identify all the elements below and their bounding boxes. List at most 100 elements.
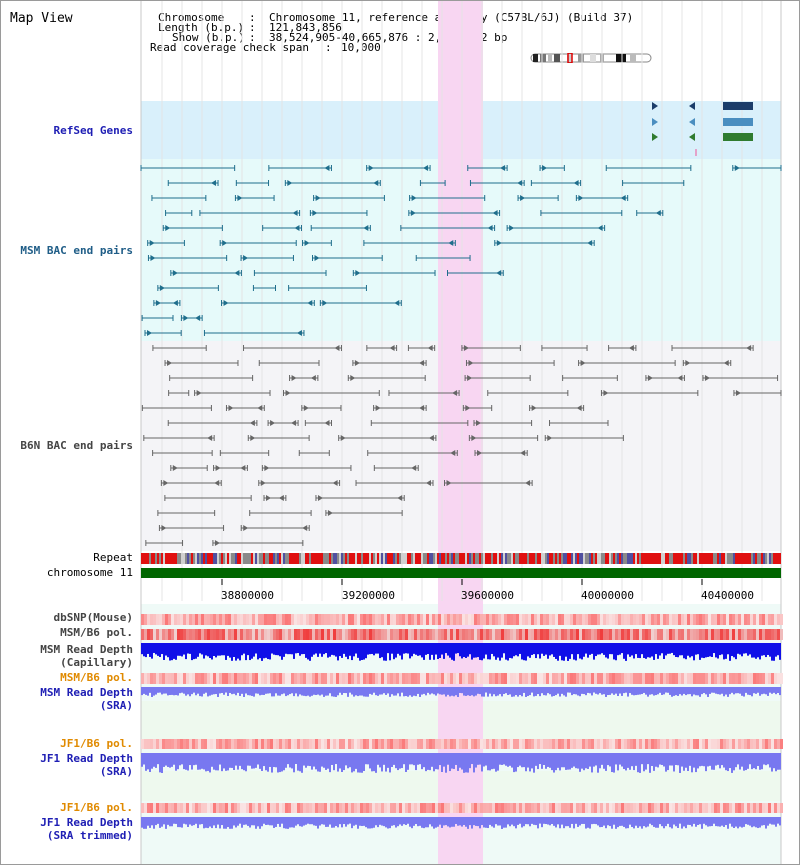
pol-cell	[552, 803, 555, 813]
depth-bar	[193, 817, 195, 826]
pol-cell	[354, 739, 357, 749]
msm-bac-label[interactable]: MSM BAC end pairs	[20, 244, 133, 257]
refseq-genes-label[interactable]: RefSeq Genes	[53, 124, 133, 137]
pol-cell	[534, 803, 537, 813]
pol-cell	[735, 673, 738, 684]
depth-bar	[715, 753, 717, 766]
depth-bar	[287, 817, 289, 829]
depth-bar	[569, 753, 571, 770]
chromosome-ideogram[interactable]	[530, 53, 652, 63]
depth-bar	[589, 687, 591, 694]
depth-bar	[445, 643, 447, 654]
pol-cell	[276, 803, 279, 813]
repeat-block	[187, 553, 189, 564]
depth-bar	[609, 687, 611, 695]
dbsnp-cell	[165, 614, 168, 625]
repeat-block	[421, 553, 423, 564]
pol-cell	[339, 673, 342, 684]
pol-cell	[504, 629, 507, 640]
depth-bar	[269, 643, 271, 660]
depth-bar	[173, 643, 175, 659]
depth-bar	[467, 643, 469, 657]
pol-cell	[282, 629, 285, 640]
pol-cell	[516, 739, 519, 749]
pol-cell	[606, 673, 609, 684]
depth-bar	[209, 643, 211, 659]
b6n-bac-label[interactable]: B6N BAC end pairs	[20, 439, 133, 452]
depth-bar	[701, 687, 703, 695]
depth-bar	[331, 643, 333, 655]
depth-bar	[635, 643, 637, 655]
depth-bar	[557, 753, 559, 768]
pol-cell	[684, 739, 687, 749]
pol-cell	[534, 673, 537, 684]
depth-bar	[447, 687, 449, 695]
pol-cell	[723, 803, 726, 813]
pol-cell	[561, 629, 564, 640]
pol-cell	[765, 673, 768, 684]
dbsnp-cell	[213, 614, 216, 625]
pol-cell	[423, 673, 426, 684]
pol-cell	[144, 803, 147, 813]
depth-bar	[325, 817, 327, 827]
depth-bar	[591, 753, 593, 773]
depth-bar	[575, 753, 577, 769]
pol-cell	[456, 629, 459, 640]
depth-bar	[745, 643, 747, 654]
pol-cell	[210, 803, 213, 813]
depth-bar	[333, 817, 335, 828]
depth-bar	[479, 753, 481, 765]
depth-bar	[445, 817, 447, 826]
depth-bar	[475, 753, 477, 768]
dbsnp-cell	[549, 614, 552, 625]
dbsnp-cell	[741, 614, 744, 625]
depth-bar	[479, 817, 481, 829]
depth-bar	[701, 817, 703, 829]
depth-bar	[663, 687, 665, 695]
repeat-block	[367, 553, 369, 564]
depth-bar	[163, 643, 165, 660]
depth-bar	[501, 753, 503, 765]
repeat-block	[285, 553, 287, 564]
depth-bar	[459, 753, 461, 768]
pol-cell	[162, 629, 165, 640]
pol-cell	[594, 629, 597, 640]
pol-cell	[207, 803, 210, 813]
depth-bar	[519, 687, 521, 696]
pol-cell	[189, 629, 192, 640]
depth-bar	[619, 643, 621, 655]
depth-bar	[515, 753, 517, 772]
pol-cell	[387, 629, 390, 640]
depth-bar	[171, 753, 173, 767]
pol-cell	[465, 629, 468, 640]
depth-bar	[635, 817, 637, 826]
depth-bar	[627, 687, 629, 697]
depth-bar	[735, 753, 737, 768]
depth-bar	[575, 817, 577, 824]
pol-cell	[753, 673, 756, 684]
depth-bar	[423, 643, 425, 660]
depth-bar	[699, 643, 701, 660]
depth-bar	[421, 817, 423, 828]
pol-cell	[750, 629, 753, 640]
depth-bar	[327, 687, 329, 696]
pol-cell	[525, 673, 528, 684]
pol-cell	[477, 803, 480, 813]
pol-cell	[450, 629, 453, 640]
depth-bar	[763, 643, 765, 656]
depth-bar	[725, 817, 727, 826]
msm-bac-pair	[314, 255, 320, 261]
depth-bar	[405, 643, 407, 654]
depth-bar	[649, 687, 651, 695]
depth-bar	[623, 687, 625, 694]
pol-cell	[150, 739, 153, 749]
depth-bar	[585, 817, 587, 829]
depth-bar	[179, 687, 181, 694]
depth-bar	[649, 753, 651, 773]
pol-cell	[399, 629, 402, 640]
pol-cell	[591, 629, 594, 640]
depth-bar	[427, 753, 429, 770]
repeat-block	[223, 553, 225, 564]
repeat-block	[703, 553, 705, 564]
